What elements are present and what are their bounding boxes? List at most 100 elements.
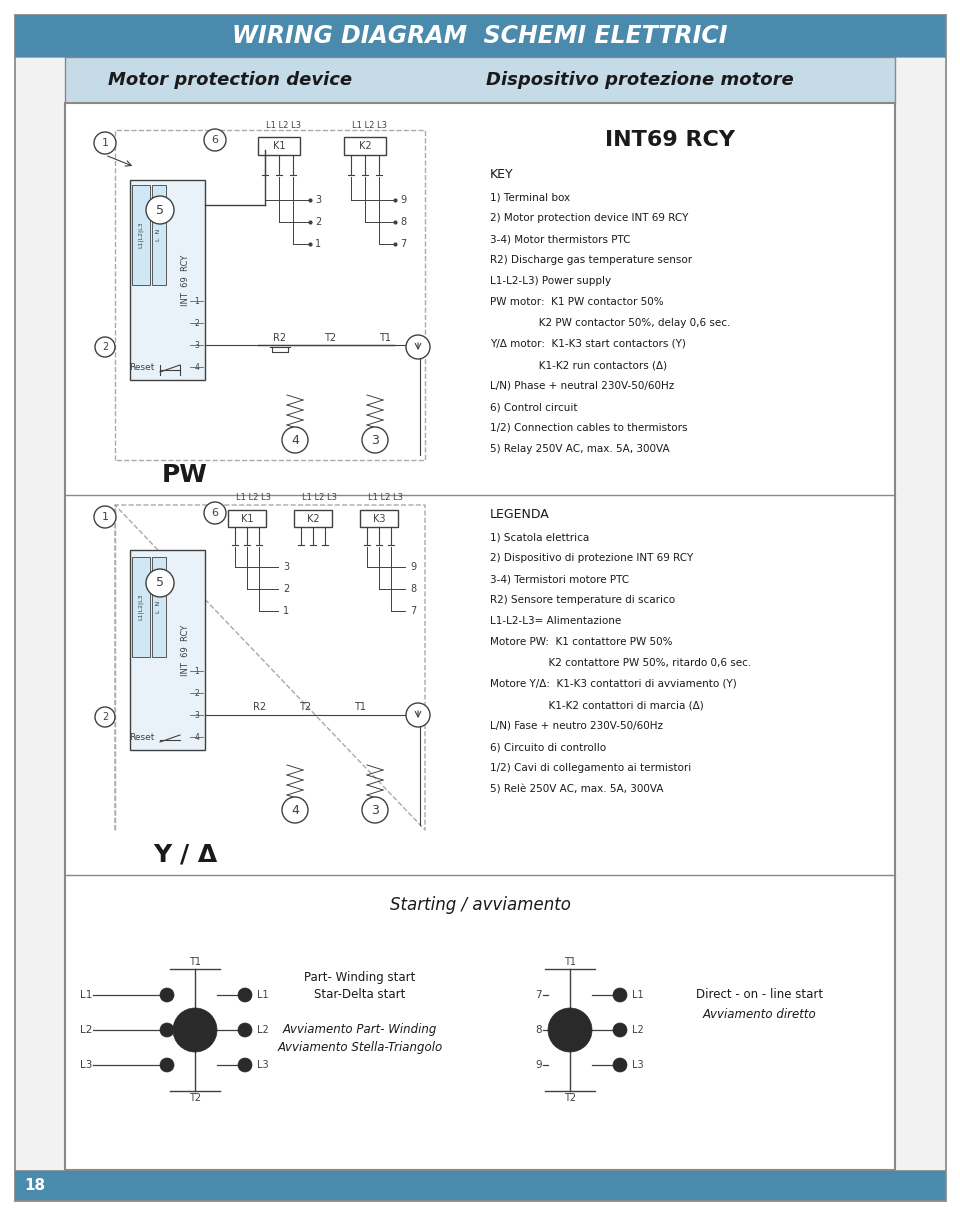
Text: 6: 6 — [211, 135, 219, 145]
Text: L  N: L N — [156, 601, 161, 614]
Bar — [15, 15, 945, 57]
Text: 1: 1 — [102, 139, 108, 148]
Text: INT  69  RCY: INT 69 RCY — [180, 254, 189, 306]
Text: PW motor:  K1 PW contactor 50%: PW motor: K1 PW contactor 50% — [490, 296, 663, 307]
Text: R2) Sensore temperature di scarico: R2) Sensore temperature di scarico — [490, 595, 675, 605]
Bar — [895, 57, 945, 1170]
Text: Avviamento diretto: Avviamento diretto — [703, 1008, 817, 1022]
Text: 8: 8 — [164, 1025, 170, 1034]
Circle shape — [406, 703, 430, 727]
Circle shape — [94, 132, 116, 154]
Text: T2: T2 — [564, 1094, 576, 1103]
Text: 3: 3 — [283, 563, 289, 572]
Text: L1 L2 L3: L1 L2 L3 — [352, 120, 388, 130]
Text: 4: 4 — [291, 434, 299, 446]
Text: Motor protection device: Motor protection device — [108, 70, 352, 89]
Text: L1 L2 L3: L1 L2 L3 — [302, 492, 338, 502]
Circle shape — [238, 1023, 252, 1036]
Text: 7: 7 — [410, 606, 417, 616]
Text: L3: L3 — [632, 1059, 643, 1070]
Text: 4: 4 — [195, 362, 200, 372]
Circle shape — [238, 1058, 252, 1072]
Text: K2: K2 — [306, 514, 320, 524]
Text: 1) Scatola elettrica: 1) Scatola elettrica — [490, 532, 589, 542]
Circle shape — [204, 502, 226, 524]
Text: K1-K2 contattori di marcia (Δ): K1-K2 contattori di marcia (Δ) — [490, 700, 704, 710]
Text: T1: T1 — [354, 702, 366, 712]
Text: INT69 RCY: INT69 RCY — [605, 130, 735, 149]
Text: 5) Relay 250V AC, max. 5A, 300VA: 5) Relay 250V AC, max. 5A, 300VA — [490, 443, 670, 454]
Bar — [344, 137, 386, 156]
Text: 1: 1 — [195, 667, 200, 676]
Text: Y / Δ: Y / Δ — [153, 843, 217, 868]
Text: L1 L2 L3: L1 L2 L3 — [236, 492, 272, 502]
Text: L3: L3 — [80, 1059, 92, 1070]
Bar — [15, 57, 65, 1170]
Text: T1: T1 — [379, 333, 391, 343]
Text: Y/Δ motor:  K1-K3 start contactors (Y): Y/Δ motor: K1-K3 start contactors (Y) — [490, 339, 685, 349]
Text: 8: 8 — [536, 1025, 542, 1035]
Text: 6: 6 — [211, 508, 219, 518]
Text: 3: 3 — [372, 434, 379, 446]
Text: INT  69  RCY: INT 69 RCY — [180, 625, 189, 676]
Text: 9: 9 — [400, 194, 406, 205]
Text: 1: 1 — [315, 239, 322, 249]
Circle shape — [548, 1008, 592, 1052]
Circle shape — [362, 426, 388, 453]
Text: 8: 8 — [400, 217, 406, 227]
Text: L/N) Phase + neutral 230V-50/60Hz: L/N) Phase + neutral 230V-50/60Hz — [490, 382, 674, 391]
Text: 2: 2 — [195, 689, 200, 697]
Text: 3: 3 — [242, 1061, 248, 1069]
Text: 8: 8 — [410, 584, 416, 594]
Bar — [258, 137, 300, 156]
Text: K1: K1 — [273, 141, 285, 151]
Text: 3: 3 — [315, 194, 322, 205]
Text: 1: 1 — [617, 990, 623, 1000]
Circle shape — [362, 797, 388, 823]
Bar — [360, 510, 398, 527]
Circle shape — [160, 1023, 174, 1036]
Text: KEY: KEY — [490, 169, 514, 181]
Text: 5: 5 — [156, 203, 164, 216]
Text: L1|L2|L3: L1|L2|L3 — [138, 594, 144, 621]
Text: T1: T1 — [189, 957, 201, 967]
Circle shape — [238, 988, 252, 1002]
Circle shape — [613, 1023, 627, 1036]
Text: Direct - on - line start: Direct - on - line start — [696, 989, 824, 1001]
Text: 5) Relè 250V AC, max. 5A, 300VA: 5) Relè 250V AC, max. 5A, 300VA — [490, 784, 663, 793]
Bar — [15, 1170, 945, 1200]
Text: Avviamento Part- Winding: Avviamento Part- Winding — [283, 1023, 437, 1036]
Circle shape — [613, 988, 627, 1002]
Text: 4: 4 — [291, 803, 299, 816]
Text: L2: L2 — [632, 1025, 644, 1035]
Text: L  N: L N — [156, 228, 161, 241]
Text: PW: PW — [162, 463, 208, 487]
Bar — [294, 510, 332, 527]
Circle shape — [160, 1058, 174, 1072]
Text: Reset: Reset — [130, 363, 155, 373]
Text: 2: 2 — [283, 584, 289, 594]
Text: L2: L2 — [257, 1025, 269, 1035]
Circle shape — [613, 1058, 627, 1072]
Text: L1: L1 — [632, 990, 643, 1000]
Text: 1) Terminal box: 1) Terminal box — [490, 192, 570, 202]
Text: L2: L2 — [80, 1025, 92, 1035]
Text: K2 contattore PW 50%, ritardo 0,6 sec.: K2 contattore PW 50%, ritardo 0,6 sec. — [490, 659, 752, 668]
Text: 1/2) Connection cables to thermistors: 1/2) Connection cables to thermistors — [490, 423, 687, 433]
Text: L1-L2-L3= Alimentazione: L1-L2-L3= Alimentazione — [490, 616, 621, 626]
Circle shape — [94, 505, 116, 529]
Text: 1: 1 — [102, 512, 108, 522]
Text: L1 L2 L3: L1 L2 L3 — [267, 120, 301, 130]
Circle shape — [95, 337, 115, 357]
Bar — [132, 556, 150, 657]
Text: K2 PW contactor 50%, delay 0,6 sec.: K2 PW contactor 50%, delay 0,6 sec. — [490, 318, 731, 328]
Text: T2: T2 — [189, 1094, 201, 1103]
Text: 3: 3 — [372, 803, 379, 816]
Text: 3: 3 — [195, 711, 200, 719]
Text: 2: 2 — [102, 341, 108, 352]
Text: R2) Discharge gas temperature sensor: R2) Discharge gas temperature sensor — [490, 255, 692, 265]
Text: R2: R2 — [253, 702, 267, 712]
Bar — [152, 556, 166, 657]
Circle shape — [160, 988, 174, 1002]
Text: 18: 18 — [24, 1177, 45, 1192]
